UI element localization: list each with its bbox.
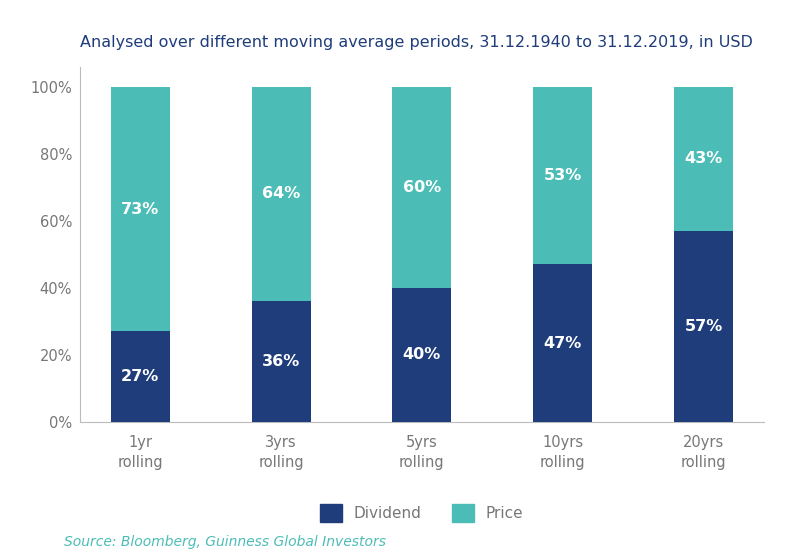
- Text: 36%: 36%: [262, 354, 300, 369]
- Bar: [111, 87, 170, 331]
- Bar: [392, 87, 451, 287]
- Text: 60%: 60%: [403, 180, 441, 195]
- Text: 64%: 64%: [262, 186, 300, 201]
- Text: Source: Bloomberg, Guinness Global Investors: Source: Bloomberg, Guinness Global Inves…: [64, 536, 386, 549]
- Text: 73%: 73%: [121, 201, 159, 216]
- Bar: [392, 287, 451, 422]
- Bar: [533, 87, 592, 264]
- Text: 57%: 57%: [685, 319, 723, 334]
- Bar: [674, 87, 733, 231]
- Bar: [252, 301, 310, 422]
- Bar: [533, 264, 592, 422]
- Text: 40%: 40%: [403, 347, 441, 362]
- Bar: [111, 331, 170, 422]
- Bar: [674, 231, 733, 422]
- Bar: [252, 87, 310, 301]
- Text: Analysed over different moving average periods, 31.12.1940 to 31.12.2019, in USD: Analysed over different moving average p…: [80, 35, 752, 50]
- Text: 43%: 43%: [685, 152, 723, 166]
- Legend: Dividend, Price: Dividend, Price: [314, 498, 529, 528]
- Text: 47%: 47%: [544, 336, 582, 351]
- Text: 53%: 53%: [544, 168, 582, 183]
- Text: 27%: 27%: [121, 369, 159, 384]
